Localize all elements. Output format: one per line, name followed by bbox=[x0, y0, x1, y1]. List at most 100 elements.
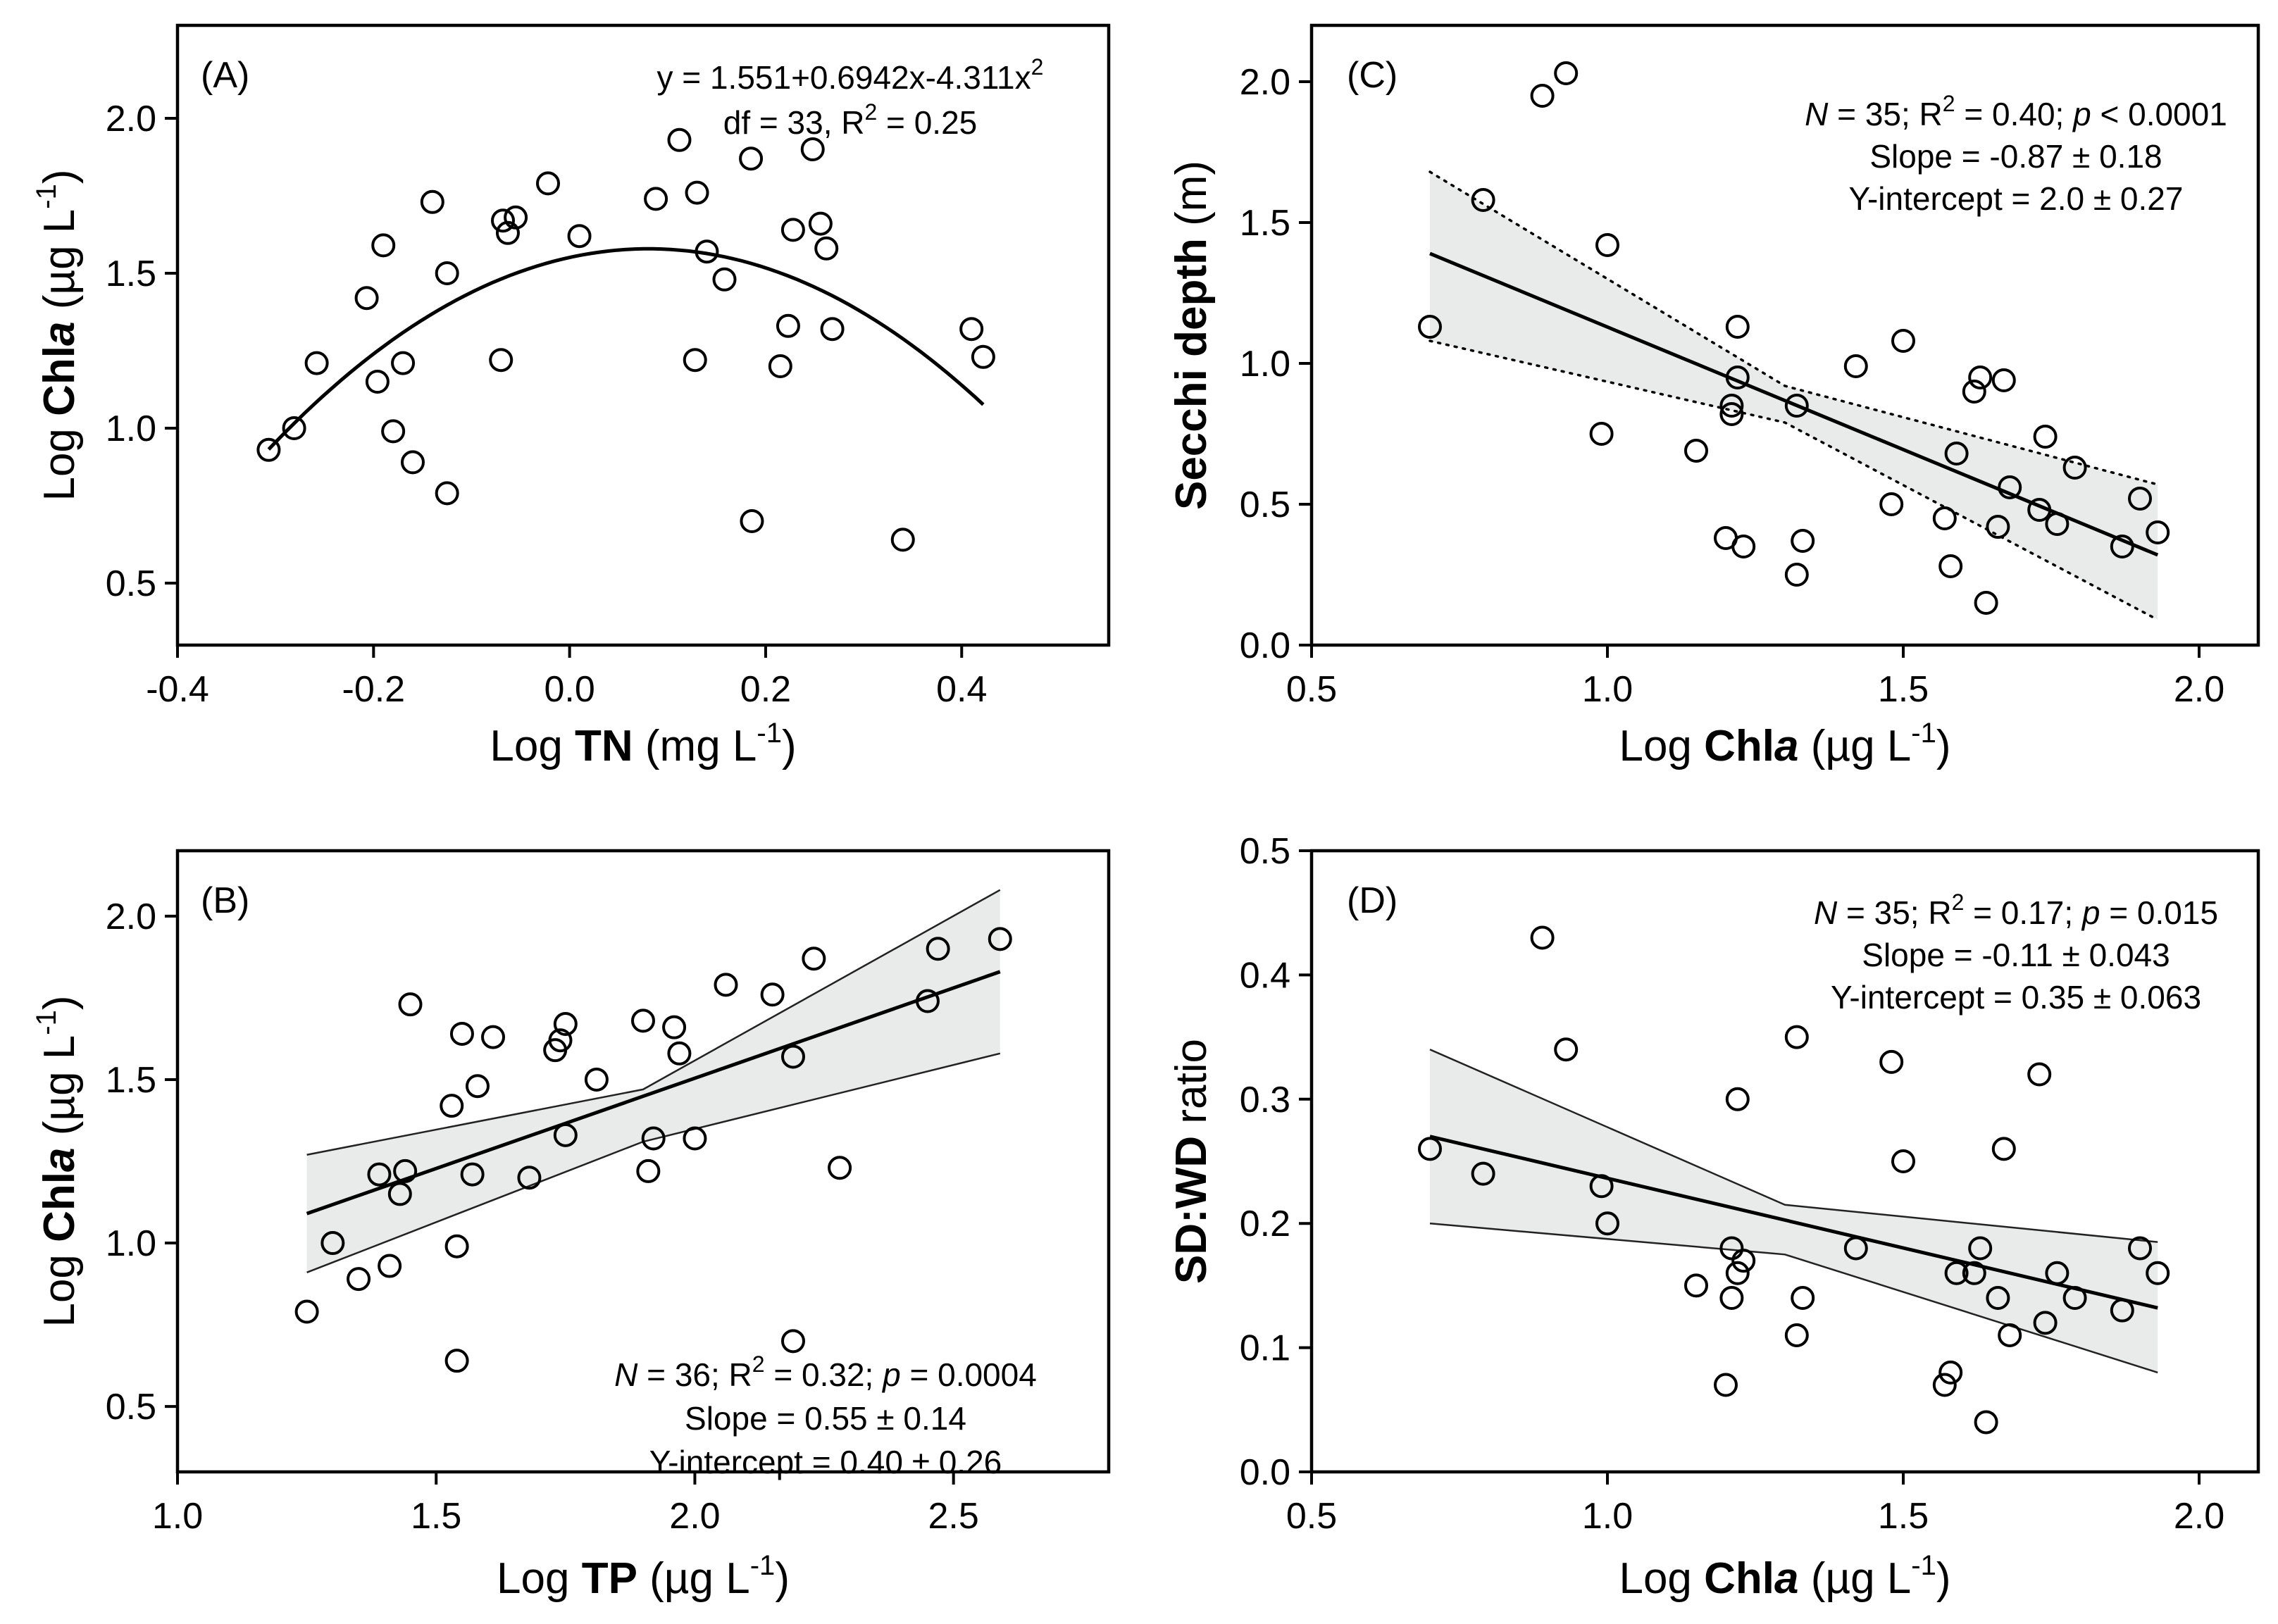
annotation-line: df = 33, R2​ = 0.25 bbox=[723, 99, 977, 141]
fit-curve bbox=[267, 246, 985, 451]
data-point bbox=[1719, 1286, 1744, 1311]
annotation-line: Slope = -0.87 ± 0.18 bbox=[1869, 138, 2162, 175]
data-point bbox=[1991, 368, 2016, 392]
data-point bbox=[435, 481, 459, 506]
data-point bbox=[776, 313, 800, 338]
data-point bbox=[1725, 1261, 1750, 1285]
y-tick-label: 1.5 bbox=[1240, 203, 1290, 244]
data-point bbox=[1932, 506, 1957, 530]
data-point bbox=[435, 261, 459, 285]
x-tick-label: 2.5 bbox=[928, 1496, 979, 1537]
data-point bbox=[1714, 1373, 1738, 1397]
x-tick-label: 0.2 bbox=[740, 669, 791, 710]
data-point bbox=[347, 1267, 371, 1292]
x-tick-label: 0.5 bbox=[1286, 1496, 1337, 1537]
data-point bbox=[1471, 1161, 1495, 1186]
data-point bbox=[760, 982, 785, 1007]
y-axis-label: Log Chla (µg L-1) bbox=[31, 995, 84, 1327]
data-point bbox=[1731, 1249, 1756, 1273]
annotation-line: N = 35; R2​ = 0.40; p < 0.0001 bbox=[1805, 91, 2227, 132]
data-point bbox=[354, 286, 379, 311]
x-tick-label: 2.0 bbox=[669, 1496, 720, 1537]
panel-label: (D) bbox=[1347, 880, 1398, 921]
data-point bbox=[481, 1025, 506, 1049]
data-point bbox=[959, 317, 984, 342]
data-point bbox=[1530, 925, 1555, 950]
annotation-line: Y-intercept = 0.35 ± 0.063 bbox=[1831, 979, 2201, 1016]
data-point bbox=[1784, 563, 1809, 587]
y-tick-label: 2.0 bbox=[1240, 62, 1290, 103]
data-point bbox=[740, 509, 764, 533]
confidence-band-lower bbox=[1429, 1222, 2158, 1374]
y-tick-label: 1.5 bbox=[106, 254, 156, 294]
data-point bbox=[1991, 1137, 2016, 1161]
data-point bbox=[1968, 366, 1993, 389]
panel-c: 0.5 1.0 1.5 2.00.00.51.01.52.0 (C)N = 35; R2… bbox=[1167, 23, 2260, 770]
data-point bbox=[282, 416, 306, 440]
confidence-band bbox=[1430, 1049, 2158, 1373]
y-tick-label: 1.5 bbox=[106, 1060, 156, 1101]
data-point bbox=[1791, 1286, 1815, 1311]
plot-frame bbox=[1309, 849, 2260, 1474]
data-point bbox=[683, 348, 707, 373]
y-tick-label: 0.1 bbox=[1240, 1328, 1290, 1369]
data-point bbox=[712, 267, 737, 292]
data-point bbox=[915, 989, 940, 1013]
data-point bbox=[536, 171, 561, 196]
x-axis-label: Log TN (mg L-1) bbox=[490, 718, 796, 770]
data-point bbox=[1974, 591, 1998, 615]
confidence-band-upper bbox=[1429, 1049, 2158, 1243]
data-point bbox=[1843, 1236, 1868, 1261]
plot-frame bbox=[175, 849, 1111, 1474]
data-point bbox=[1731, 535, 1756, 558]
data-point bbox=[371, 233, 396, 258]
data-point bbox=[1595, 233, 1619, 257]
data-point bbox=[465, 1074, 490, 1099]
data-point bbox=[1962, 380, 1986, 404]
fit-line bbox=[1429, 251, 2159, 557]
y-tick-label: 0.0 bbox=[1240, 1452, 1290, 1493]
annotation-line: Slope = 0.55 ± 0.14 bbox=[685, 1400, 966, 1437]
data-point bbox=[2128, 1236, 2152, 1261]
data-point bbox=[440, 1094, 464, 1118]
data-point bbox=[460, 1162, 485, 1187]
x-tick-label: 1.5 bbox=[1878, 669, 1929, 710]
data-point bbox=[1944, 1261, 1969, 1285]
data-point bbox=[1791, 529, 1815, 553]
data-point bbox=[685, 180, 709, 205]
y-tick-label: 0.2 bbox=[1240, 1204, 1290, 1244]
data-point bbox=[2062, 456, 2087, 480]
data-point bbox=[2146, 520, 2170, 544]
confidence-band-upper bbox=[1429, 170, 2159, 486]
data-point bbox=[304, 351, 329, 375]
data-point bbox=[890, 527, 915, 552]
data-point bbox=[1986, 515, 2010, 539]
x-tick-label: 0.5 bbox=[1286, 669, 1337, 710]
y-tick-label: 1.0 bbox=[106, 408, 156, 449]
data-point bbox=[814, 236, 839, 261]
data-point bbox=[2110, 535, 2134, 558]
data-point bbox=[1725, 366, 1750, 389]
data-point bbox=[714, 973, 738, 997]
y-tick-label: 2.0 bbox=[106, 897, 156, 937]
y-tick-label: 0.5 bbox=[106, 563, 156, 604]
y-axis-label: SD:WD ratio bbox=[1167, 1039, 1216, 1284]
data-point bbox=[768, 354, 792, 378]
data-point bbox=[1589, 422, 1614, 446]
data-point bbox=[504, 205, 528, 230]
y-tick-label: 0.5 bbox=[1240, 831, 1290, 872]
data-point bbox=[567, 224, 592, 249]
data-point bbox=[1998, 475, 2022, 499]
data-point bbox=[1530, 84, 1555, 108]
data-point bbox=[2146, 1261, 2170, 1285]
data-point bbox=[2027, 498, 2052, 522]
x-tick-label: -0.4 bbox=[146, 669, 209, 710]
data-point bbox=[584, 1067, 609, 1092]
data-point bbox=[548, 1028, 573, 1053]
data-point bbox=[739, 146, 764, 171]
panel-d: 0.5 1.0 1.5 2.0 0.0 0.1 0.2 0.3 0.4 0.5 (D) N = 35;… bbox=[1167, 831, 2260, 1603]
y-tick-label: 0.3 bbox=[1240, 1080, 1290, 1120]
y-axis-label: Secchi depth (m) bbox=[1167, 161, 1216, 510]
data-point bbox=[381, 419, 406, 444]
